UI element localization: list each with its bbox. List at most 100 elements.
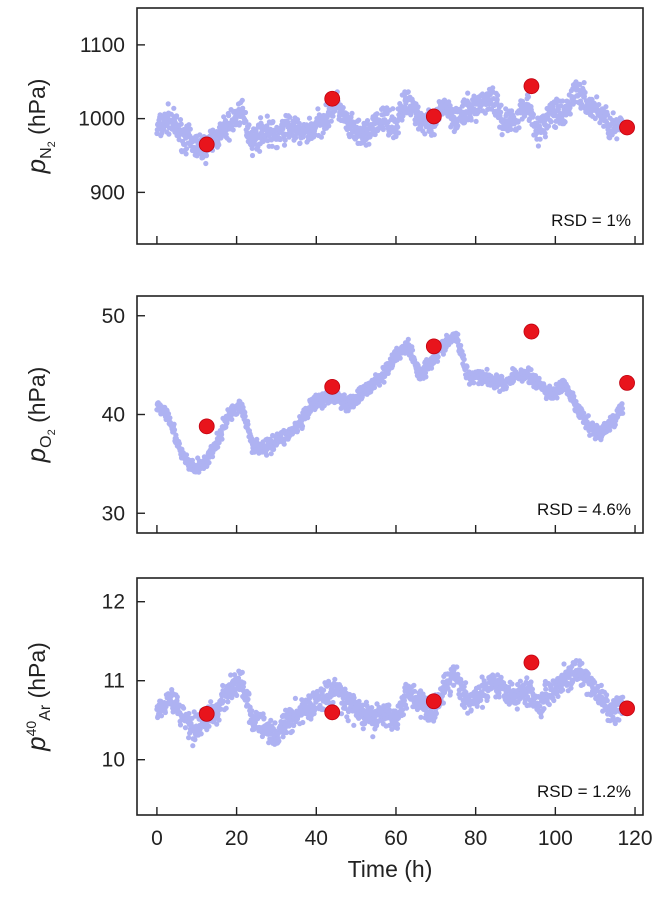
bg-point bbox=[274, 144, 280, 151]
bg-point bbox=[440, 351, 446, 357]
bg-point bbox=[320, 130, 326, 136]
bg-point bbox=[268, 451, 274, 457]
bg-point bbox=[226, 137, 232, 143]
background-series bbox=[154, 330, 626, 475]
bg-point bbox=[296, 120, 302, 126]
bg-point bbox=[371, 384, 378, 391]
bg-point bbox=[445, 685, 451, 691]
bg-point bbox=[182, 725, 188, 731]
bg-point bbox=[464, 364, 470, 370]
bg-point bbox=[479, 674, 485, 680]
bg-point bbox=[332, 108, 338, 114]
bg-point bbox=[187, 126, 193, 132]
bg-point bbox=[222, 117, 229, 124]
bg-point bbox=[215, 711, 221, 717]
bg-point bbox=[203, 160, 209, 167]
bg-point bbox=[548, 682, 555, 688]
bg-point bbox=[418, 714, 424, 720]
bg-point bbox=[451, 114, 457, 120]
bg-point bbox=[342, 686, 348, 692]
bg-point bbox=[203, 153, 210, 159]
bg-point bbox=[546, 701, 552, 708]
bg-point bbox=[243, 118, 249, 124]
bg-point bbox=[403, 705, 410, 711]
bg-point bbox=[328, 118, 334, 124]
bg-point bbox=[277, 136, 283, 143]
bg-point bbox=[228, 672, 234, 678]
bg-point bbox=[432, 714, 438, 721]
bg-point bbox=[460, 352, 467, 358]
bg-point bbox=[197, 132, 203, 138]
bg-point bbox=[614, 136, 620, 142]
bg-point bbox=[463, 680, 469, 686]
bg-point bbox=[249, 152, 256, 159]
y-axis-label: p40Ar (hPa) bbox=[21, 642, 54, 752]
y-label-symbol: p bbox=[21, 736, 51, 751]
bg-point bbox=[245, 696, 251, 702]
highlight-point bbox=[198, 705, 215, 722]
bg-point bbox=[183, 151, 189, 157]
bg-point bbox=[338, 711, 345, 717]
bg-point bbox=[494, 97, 500, 103]
bg-point bbox=[616, 717, 622, 723]
bg-point bbox=[476, 109, 482, 115]
bg-point bbox=[473, 118, 479, 124]
bg-point bbox=[223, 131, 229, 137]
highlight-point bbox=[425, 338, 442, 355]
bg-point bbox=[186, 122, 192, 128]
bg-point bbox=[241, 680, 247, 686]
y-label-subscript: N bbox=[38, 147, 55, 159]
y-label-subsubscript: 2 bbox=[46, 141, 58, 147]
bg-point bbox=[166, 131, 172, 137]
bg-point bbox=[376, 704, 382, 711]
bg-point bbox=[374, 111, 380, 117]
y-axis-label: pO2 (hPa) bbox=[21, 367, 58, 464]
bg-point bbox=[503, 384, 509, 390]
y-tick-label: 12 bbox=[102, 591, 125, 614]
bg-point bbox=[455, 331, 461, 337]
bg-point bbox=[219, 431, 225, 438]
bg-point bbox=[206, 460, 212, 466]
bg-point bbox=[220, 682, 226, 689]
bg-point bbox=[515, 118, 521, 124]
bg-point bbox=[499, 132, 505, 138]
bg-point bbox=[562, 119, 568, 125]
bg-point bbox=[215, 444, 221, 450]
bg-point bbox=[225, 699, 231, 705]
bg-point bbox=[610, 110, 616, 116]
bg-point bbox=[496, 694, 502, 700]
y-tick-label: 50 bbox=[102, 305, 125, 328]
bg-point bbox=[577, 81, 583, 87]
background-series bbox=[154, 79, 626, 167]
bg-point bbox=[517, 678, 524, 684]
bg-point bbox=[178, 121, 184, 127]
bg-point bbox=[171, 427, 178, 433]
bg-point bbox=[254, 135, 260, 141]
bg-point bbox=[284, 729, 290, 736]
bg-point bbox=[409, 347, 416, 353]
bg-point bbox=[399, 117, 405, 123]
bg-point bbox=[530, 111, 537, 118]
y-label-unit: (hPa) bbox=[24, 367, 50, 430]
bg-point bbox=[183, 146, 190, 152]
bg-point bbox=[581, 93, 588, 100]
bg-point bbox=[468, 707, 474, 713]
bg-point bbox=[186, 710, 192, 717]
bg-point bbox=[461, 356, 467, 362]
bg-point bbox=[326, 123, 332, 129]
bg-point bbox=[620, 694, 626, 700]
bg-point bbox=[315, 106, 321, 112]
y-tick-label: 11 bbox=[103, 670, 125, 693]
bg-point bbox=[351, 722, 357, 728]
y-label-subscript: O bbox=[38, 435, 55, 447]
bg-point bbox=[395, 721, 401, 728]
bg-point bbox=[253, 128, 259, 134]
bg-point bbox=[245, 421, 251, 427]
bg-point bbox=[594, 94, 600, 100]
bg-point bbox=[495, 92, 501, 98]
bg-point bbox=[270, 119, 276, 125]
bg-point bbox=[351, 695, 357, 701]
bg-point bbox=[321, 403, 327, 409]
bg-point bbox=[447, 689, 454, 695]
